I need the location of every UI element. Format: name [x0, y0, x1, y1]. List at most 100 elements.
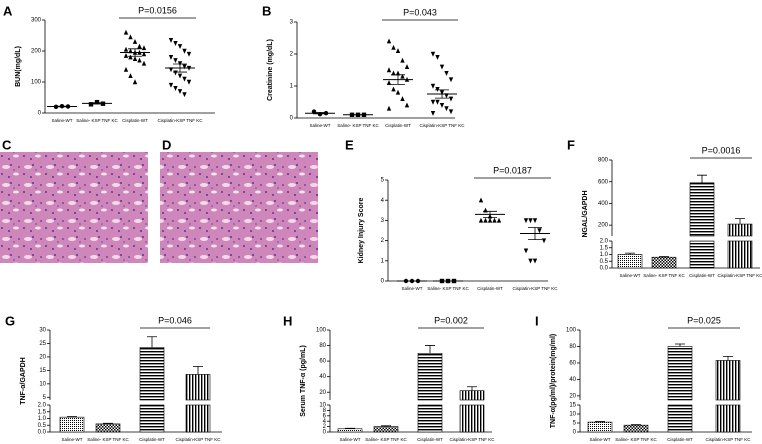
- dot: [496, 217, 502, 223]
- dot: [400, 57, 405, 63]
- panel-letter: H: [283, 313, 292, 328]
- dot: [391, 70, 396, 76]
- bar: [667, 346, 693, 401]
- dot: [430, 111, 436, 116]
- dot: [487, 217, 493, 223]
- y-tick-label: 100: [316, 328, 327, 334]
- bar: [689, 240, 715, 269]
- y-tick-label: 20: [39, 355, 46, 361]
- y-tick-label: 0.5: [38, 423, 47, 429]
- dot: [168, 67, 174, 73]
- y-tick-label: 200: [31, 49, 42, 55]
- error-bar: [483, 210, 497, 218]
- bar: [185, 374, 211, 401]
- error-bar: [55, 105, 69, 108]
- dot: [128, 34, 133, 40]
- dot: [386, 105, 392, 111]
- bar: [139, 404, 165, 433]
- y-tick-label: 0.5: [600, 259, 609, 265]
- bar: [651, 256, 677, 269]
- dot: [177, 44, 183, 50]
- y-tick-label: 0.0: [600, 266, 609, 272]
- y-tick-label: 100: [31, 80, 42, 86]
- y-tick-label: 1: [381, 258, 385, 264]
- bar: [59, 416, 85, 433]
- panel-letter: B: [262, 3, 271, 18]
- error-bar: [103, 422, 113, 424]
- bar: [715, 404, 741, 433]
- y-tick-label: 20: [569, 393, 576, 399]
- y-tick-label: 80: [319, 343, 326, 349]
- dot: [123, 52, 129, 58]
- error-bar: [425, 345, 435, 354]
- panel-letter: C: [2, 137, 12, 152]
- x-tick-label: Saline- KSP TNF KC: [365, 437, 407, 442]
- bar: [667, 404, 693, 433]
- dot: [141, 51, 147, 57]
- y-tick-label: 30: [39, 328, 46, 334]
- dot: [448, 77, 454, 83]
- x-tick-label: Cisplatin-KSP TNF KC: [705, 437, 751, 442]
- error-bar: [147, 336, 157, 348]
- dot: [182, 64, 187, 70]
- dot: [128, 54, 133, 60]
- dot: [395, 70, 401, 76]
- y-tick-label: 1.5: [600, 245, 609, 251]
- x-tick-label: Cisplatin-KSP TNF KC: [175, 437, 221, 442]
- y-axis-title: TNF-α(pg/ml)/protein(mg/ml): [550, 334, 557, 429]
- dot: [132, 79, 138, 85]
- dot: [173, 70, 178, 76]
- y-tick-label: 60: [569, 361, 576, 367]
- dot: [177, 89, 183, 94]
- panel-letter: A: [3, 3, 13, 18]
- dot: [435, 99, 440, 105]
- bar: [689, 182, 715, 237]
- x-tick-label: Cisplatin-KSP TNF KC: [717, 273, 762, 278]
- bar: [185, 404, 211, 433]
- x-tick-label: Saline-WT: [619, 273, 640, 278]
- error-bar: [67, 416, 77, 418]
- y-tick-label: 1.0: [600, 252, 609, 258]
- dot: [430, 83, 436, 89]
- dot: [132, 56, 138, 61]
- y-tick-label: 800: [598, 158, 609, 164]
- dot: [168, 55, 174, 60]
- x-tick-label: Cisplatin-KSP TNF KC: [157, 118, 203, 123]
- y-tick-label: 40: [569, 377, 576, 383]
- y-tick-label: 6: [323, 413, 327, 419]
- bar: [727, 223, 753, 237]
- dot: [400, 96, 405, 101]
- y-tick-label: 25: [39, 341, 46, 347]
- y-tick-label: 20: [319, 390, 326, 396]
- x-tick-label: Saline-WT: [401, 286, 422, 291]
- y-tick-label: 2.0: [600, 239, 609, 245]
- x-tick-label: Saline-WT: [339, 437, 360, 442]
- dot: [395, 48, 401, 53]
- dot: [483, 207, 488, 213]
- dot: [528, 258, 533, 264]
- x-tick-label: Cisplatin-WT: [667, 437, 693, 442]
- error-bar: [381, 425, 391, 427]
- y-tick-label: 0.0: [38, 430, 47, 436]
- y-tick-label: 40: [319, 374, 326, 380]
- y-tick-label: 5: [381, 178, 385, 184]
- y-tick-label: 600: [598, 179, 609, 185]
- error-bar: [625, 252, 635, 255]
- dot: [137, 57, 142, 63]
- y-tick-label: 3: [290, 20, 294, 26]
- x-tick-label: Cisplatin-WT: [689, 273, 715, 278]
- dot: [128, 73, 133, 78]
- y-tick-label: 10: [319, 403, 326, 409]
- x-tick-label: Saline- KSP TNF KC: [76, 118, 118, 123]
- panel-letter: D: [162, 137, 171, 152]
- error-bar: [435, 89, 449, 99]
- bar: [95, 423, 121, 433]
- dot: [444, 71, 449, 76]
- bar: [587, 421, 613, 433]
- dot: [400, 73, 405, 79]
- dot: [439, 64, 445, 70]
- x-tick-label: Saline-WT: [589, 437, 610, 442]
- y-tick-label: 4: [323, 419, 327, 425]
- y-tick-label: 0: [573, 430, 577, 436]
